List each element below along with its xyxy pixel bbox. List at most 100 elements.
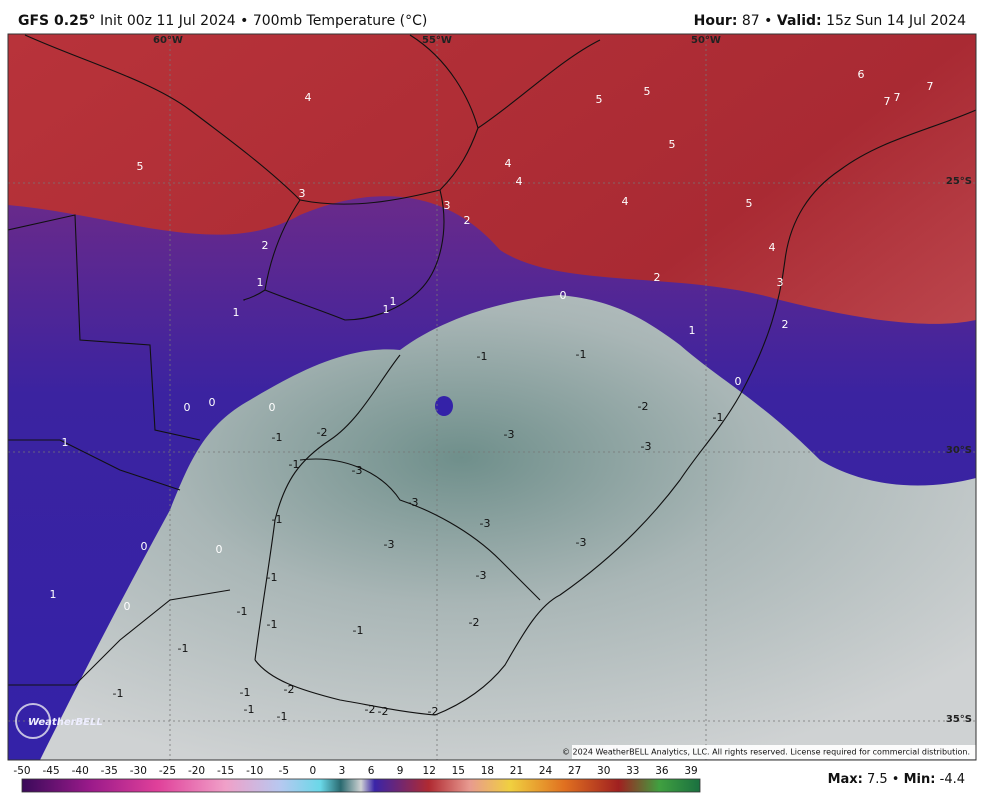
contour-label: -3	[352, 464, 363, 477]
contour-label: -2	[378, 705, 389, 718]
colorbar-label: 27	[568, 765, 581, 777]
contour-label: 3	[777, 276, 784, 289]
latitude-label: 35°S	[946, 714, 972, 725]
contour-label: -1	[267, 571, 278, 584]
contour-label: 1	[383, 303, 390, 316]
contour-label: -1	[244, 703, 255, 716]
warm-pocket	[435, 396, 453, 416]
contour-label: -1	[240, 686, 251, 699]
borders	[8, 34, 976, 716]
subzero-region	[40, 295, 976, 760]
contour-label: -2	[284, 683, 295, 696]
colorbar-label: 12	[423, 765, 436, 777]
contour-label: 4	[516, 175, 523, 188]
contour-label: 0	[560, 289, 567, 302]
contour-label: 5	[669, 138, 676, 151]
longitude-label: 50°W	[691, 35, 721, 46]
contour-label: -2	[469, 616, 480, 629]
colorbar-label: 6	[368, 765, 375, 777]
latitude-label: 30°S	[946, 445, 972, 456]
logo: WeatherBELL	[15, 703, 103, 739]
contour-label: -1	[576, 348, 587, 361]
contour-label: 0	[269, 401, 276, 414]
header-model: GFS 0.25° Init 00z 11 Jul 2024 • 700mb T…	[18, 13, 427, 29]
copyright-box	[572, 745, 976, 759]
contour-label: -1	[267, 618, 278, 631]
logo-text: WeatherBELL	[28, 717, 103, 728]
colorbar-label: -15	[217, 765, 234, 777]
map-frame	[7, 33, 977, 761]
contour-label: 2	[464, 214, 471, 227]
contour-label: 1	[689, 324, 696, 337]
contour-label: -2	[317, 426, 328, 439]
colorbar-label: -20	[188, 765, 205, 777]
colorbar-label: 18	[481, 765, 494, 777]
contour-label: 1	[257, 276, 264, 289]
contour-label: 5	[137, 160, 144, 173]
contour-label: -3	[384, 538, 395, 551]
contour-label: 5	[746, 197, 753, 210]
colorbar-label: -5	[279, 765, 289, 777]
contour-label: -2	[428, 705, 439, 718]
contour-label: 3	[299, 187, 306, 200]
contour-label: 0	[216, 543, 223, 556]
contour-label: 7	[927, 80, 934, 93]
colorbar-label: -35	[101, 765, 118, 777]
contour-label: -1	[277, 710, 288, 723]
contour-label: 1	[50, 588, 57, 601]
colorbar-label: 21	[510, 765, 523, 777]
contour-label: -1	[237, 605, 248, 618]
contour-label: -3	[480, 517, 491, 530]
colorbar-label: 30	[597, 765, 610, 777]
colorbar-label: 39	[684, 765, 697, 777]
colorbar-label: 3	[339, 765, 346, 777]
contour-label: -3	[504, 428, 515, 441]
colorbar-label: 0	[310, 765, 317, 777]
contour-label: -1	[713, 411, 724, 424]
max-min: Max: 7.5 • Min: -4.4	[828, 772, 965, 787]
contour-label: 0	[141, 540, 148, 553]
contour-label: 0	[735, 375, 742, 388]
colorbar-label: 24	[539, 765, 553, 777]
contour-label: 0	[124, 600, 131, 613]
colorbar-label: -40	[72, 765, 89, 777]
contour-label: -1	[178, 642, 189, 655]
contour-label: -3	[408, 496, 419, 509]
contour-label: -1	[272, 513, 283, 526]
contour-label: 1	[233, 306, 240, 319]
contour-label: 4	[305, 91, 312, 104]
header-valid: Hour: 87 • Valid: 15z Sun 14 Jul 2024	[694, 13, 966, 29]
contour-label: -3	[576, 536, 587, 549]
colorbar-label: -30	[130, 765, 147, 777]
contour-label: -1	[113, 687, 124, 700]
contour-label: 2	[654, 271, 661, 284]
colorbar-label: -10	[246, 765, 263, 777]
contour-label: -3	[476, 569, 487, 582]
contour-label: -1	[272, 431, 283, 444]
contour-label: 7	[894, 91, 901, 104]
colorbar-label: -25	[159, 765, 176, 777]
contour-label: -2	[365, 703, 376, 716]
contour-label: 0	[184, 401, 191, 414]
contour-label: 1	[62, 436, 69, 449]
contour-label: -3	[641, 440, 652, 453]
colorbar-label: 9	[397, 765, 404, 777]
contour-label: -1	[289, 458, 300, 471]
longitude-label: 55°W	[422, 35, 452, 46]
latitude-label: 25°S	[946, 176, 972, 187]
contour-label: 1	[390, 295, 397, 308]
contour-label: 2	[262, 239, 269, 252]
contour-label: 6	[858, 68, 865, 81]
colorbar	[21, 778, 701, 793]
contour-label: 7	[884, 95, 891, 108]
contour-label: 5	[644, 85, 651, 98]
copyright: © 2024 WeatherBELL Analytics, LLC. All r…	[562, 748, 970, 757]
contour-label: 5	[596, 93, 603, 106]
contour-label: -2	[638, 400, 649, 413]
contour-label: 0	[209, 396, 216, 409]
contour-label: 4	[622, 195, 629, 208]
colorbar-label: -50	[13, 765, 30, 777]
colorbar-label: 33	[626, 765, 639, 777]
